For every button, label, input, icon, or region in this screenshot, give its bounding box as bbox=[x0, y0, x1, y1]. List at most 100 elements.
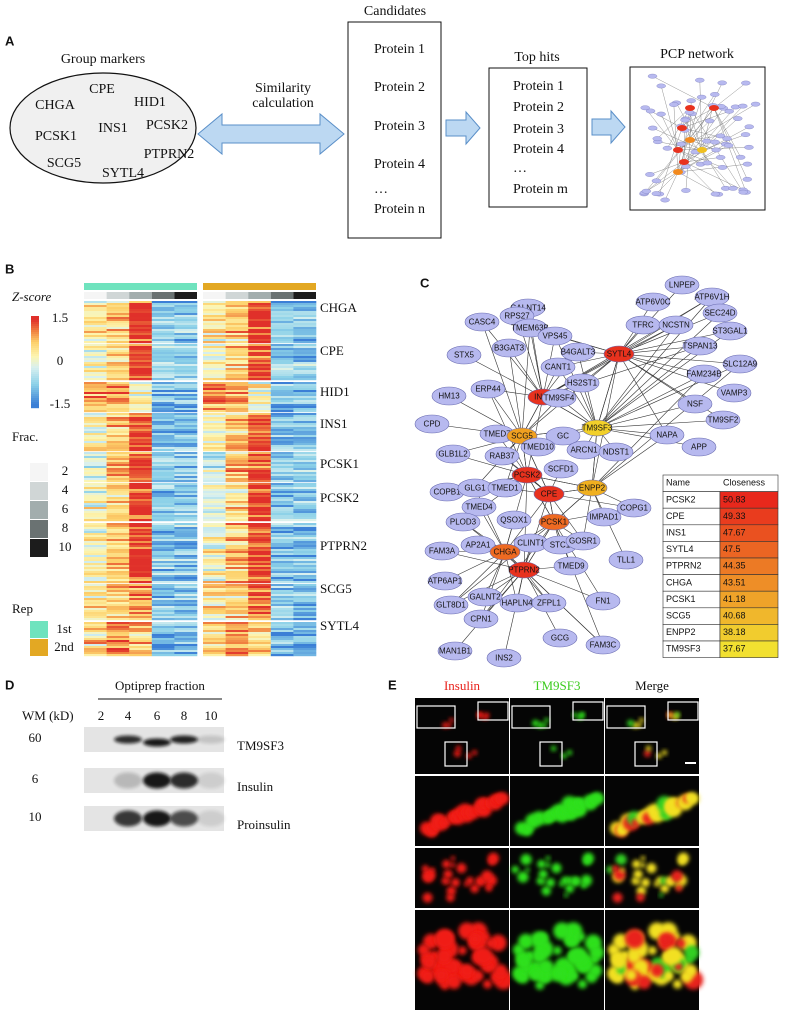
heat-cell bbox=[106, 464, 130, 467]
heat-cell bbox=[225, 592, 249, 595]
heat-cell bbox=[106, 511, 130, 514]
heat-cell bbox=[129, 311, 153, 314]
colorbar-step bbox=[31, 396, 39, 399]
colorbar-step bbox=[31, 318, 39, 321]
heat-cell bbox=[293, 545, 317, 548]
heat-cell bbox=[129, 503, 153, 506]
heat-cell bbox=[151, 419, 175, 422]
heat-cell bbox=[225, 612, 249, 615]
heat-cell bbox=[203, 335, 226, 338]
micro-panel bbox=[510, 698, 604, 774]
node-label: NCSTN bbox=[662, 321, 690, 330]
heat-cell bbox=[203, 622, 226, 625]
heat-cell bbox=[151, 584, 175, 587]
signal bbox=[683, 964, 698, 978]
heat-cell bbox=[293, 602, 317, 605]
heat-cell bbox=[151, 533, 175, 536]
heat-cell bbox=[293, 517, 317, 520]
heat-cell bbox=[84, 435, 107, 438]
heat-cell bbox=[225, 315, 249, 318]
heat-cell bbox=[293, 466, 317, 469]
heat-cell bbox=[270, 339, 294, 342]
heat-cell bbox=[84, 462, 107, 465]
heat-cell bbox=[151, 634, 175, 637]
heat-cell bbox=[151, 315, 175, 318]
heat-cell bbox=[106, 652, 130, 655]
node-label: LNPEP bbox=[669, 281, 695, 290]
rep-bar bbox=[84, 283, 197, 290]
heat-cell bbox=[84, 433, 107, 436]
heat-cell bbox=[203, 608, 226, 611]
blot-band bbox=[197, 772, 225, 789]
heat-cell bbox=[174, 394, 198, 397]
heat-cell bbox=[151, 433, 175, 436]
colorbar-step bbox=[31, 328, 39, 331]
network-edge bbox=[591, 353, 620, 489]
heat-cell bbox=[248, 462, 272, 465]
signal bbox=[650, 963, 664, 977]
heat-cell bbox=[248, 472, 272, 475]
heat-cell bbox=[151, 507, 175, 510]
heat-cell bbox=[84, 505, 107, 508]
heat-cell bbox=[203, 474, 226, 477]
heat-cell bbox=[174, 474, 198, 477]
mini-edge bbox=[713, 107, 741, 158]
heat-cell bbox=[293, 468, 317, 471]
heat-cell bbox=[174, 417, 198, 420]
heat-cell bbox=[151, 341, 175, 344]
heat-cell bbox=[248, 398, 272, 401]
heat-cell bbox=[84, 523, 107, 526]
heat-cell bbox=[270, 483, 294, 486]
heat-cell bbox=[151, 394, 175, 397]
heat-cell bbox=[248, 517, 272, 520]
signal bbox=[421, 865, 429, 873]
heat-cell bbox=[293, 594, 317, 597]
heat-cell bbox=[293, 354, 317, 357]
node-label: ATP6V1H bbox=[695, 293, 730, 302]
mini-edge bbox=[664, 171, 679, 201]
heat-cell bbox=[174, 388, 198, 391]
signal bbox=[582, 857, 591, 866]
heat-cell bbox=[151, 501, 175, 504]
heat-cell bbox=[203, 630, 226, 633]
heat-cell bbox=[203, 604, 226, 607]
heat-cell bbox=[225, 648, 249, 651]
heat-cell bbox=[174, 445, 198, 448]
heat-cell bbox=[225, 618, 249, 621]
heat-cell bbox=[270, 493, 294, 496]
heat-cell bbox=[270, 545, 294, 548]
table-value: 44.35 bbox=[723, 561, 746, 571]
marker-ellipse bbox=[9, 72, 197, 184]
heat-cell bbox=[203, 648, 226, 651]
heat-cell bbox=[84, 596, 107, 599]
heat-cell bbox=[248, 321, 272, 324]
heat-cell bbox=[129, 499, 153, 502]
marker: CHGA bbox=[35, 98, 76, 113]
network-edge bbox=[591, 373, 705, 489]
heat-cell bbox=[106, 563, 130, 566]
heat-cell bbox=[225, 563, 249, 566]
heat-cell bbox=[151, 638, 175, 641]
heat-cell bbox=[151, 596, 175, 599]
heat-cell bbox=[174, 458, 198, 461]
heat-cell bbox=[203, 307, 226, 310]
heat-cell bbox=[293, 501, 317, 504]
heat-cell bbox=[151, 470, 175, 473]
table-name: PCSK2 bbox=[666, 494, 696, 504]
node-label: FN1 bbox=[595, 597, 611, 606]
heat-cell bbox=[270, 598, 294, 601]
signal bbox=[561, 753, 567, 759]
heat-cell bbox=[203, 555, 226, 558]
heat-cell bbox=[129, 608, 153, 611]
heat-cell bbox=[174, 408, 198, 411]
heat-cell bbox=[248, 372, 272, 375]
heat-cell bbox=[84, 441, 107, 444]
heat-cell bbox=[106, 575, 130, 578]
heat-cell bbox=[248, 632, 272, 635]
heat-cell bbox=[174, 435, 198, 438]
heat-cell bbox=[129, 439, 153, 442]
signal bbox=[542, 723, 547, 728]
heat-cell bbox=[151, 483, 175, 486]
signal bbox=[538, 959, 554, 975]
heat-cell bbox=[129, 370, 153, 373]
